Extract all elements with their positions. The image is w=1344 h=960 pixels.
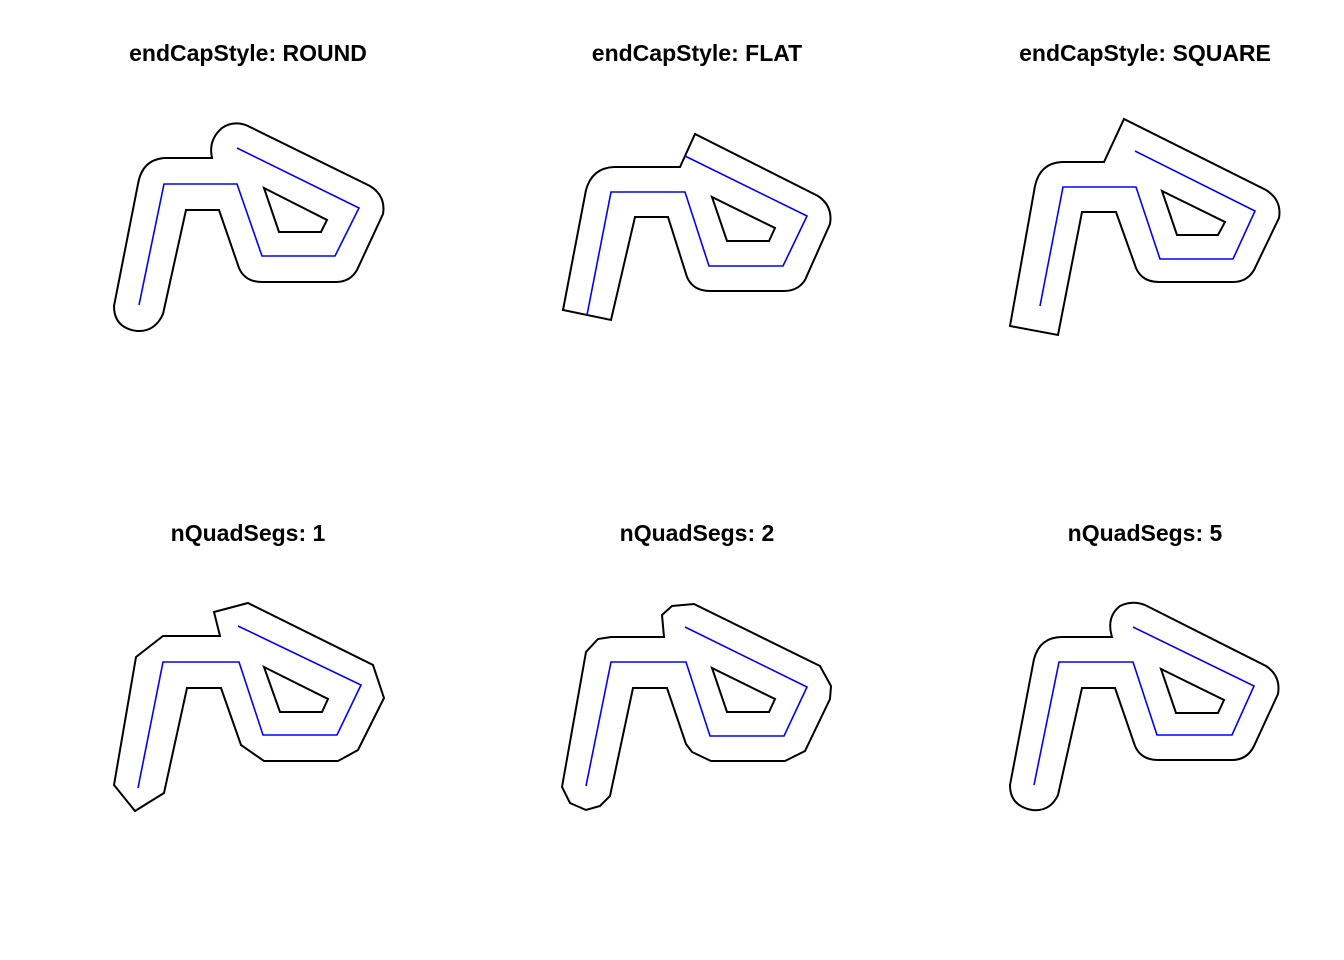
input-line xyxy=(585,626,809,787)
buffer-hole xyxy=(1159,667,1226,714)
input-line xyxy=(586,155,809,316)
input-line xyxy=(1039,150,1257,307)
buffer-outline xyxy=(112,122,385,333)
panel-nquadsegs-5: nQuadSegs: 5 xyxy=(1008,520,1280,812)
input-line xyxy=(138,147,361,306)
panel-title: endCapStyle: SQUARE xyxy=(1019,40,1271,66)
buffer-hole xyxy=(262,664,330,713)
buffer-hole xyxy=(710,666,777,713)
panel-nquadsegs-1: nQuadSegs: 1 xyxy=(112,520,386,813)
panel-endcap-square: endCapStyle: SQUARE xyxy=(1008,40,1281,337)
buffer-outline xyxy=(560,602,833,812)
panel-title: nQuadSegs: 2 xyxy=(620,520,775,546)
panel-nquadsegs-2: nQuadSegs: 2 xyxy=(560,520,833,812)
panel-endcap-flat: endCapStyle: FLAT xyxy=(561,40,832,322)
buffer-outline xyxy=(112,601,386,813)
panel-endcap-round: endCapStyle: ROUND xyxy=(112,40,385,333)
buffer-hole xyxy=(710,195,777,242)
buffer-outline xyxy=(561,132,832,322)
buffer-outline xyxy=(1008,601,1280,812)
buffer-hole xyxy=(1160,189,1227,236)
buffer-hole xyxy=(262,185,329,233)
panel-title: endCapStyle: ROUND xyxy=(129,40,367,66)
panel-title: nQuadSegs: 5 xyxy=(1068,520,1223,546)
buffer-outline xyxy=(1008,117,1281,337)
input-line xyxy=(137,625,363,789)
input-line xyxy=(1033,626,1256,786)
panel-title: endCapStyle: FLAT xyxy=(592,40,802,66)
panel-title: nQuadSegs: 1 xyxy=(171,520,326,546)
